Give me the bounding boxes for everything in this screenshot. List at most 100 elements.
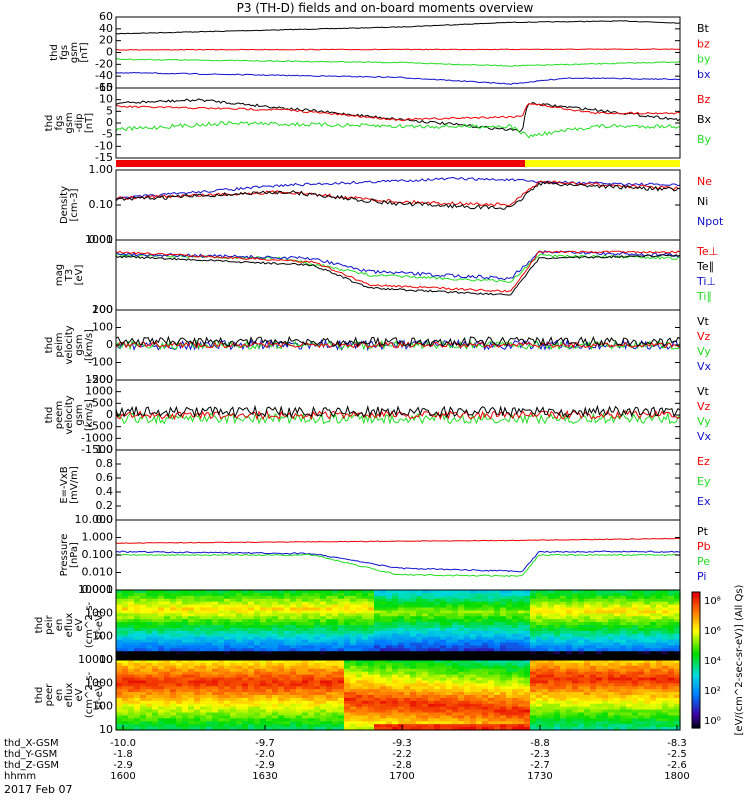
spectrogram-cell (386, 724, 393, 728)
spectrogram-cell (560, 604, 567, 609)
spectrogram-cell (482, 619, 489, 623)
spectrogram-cell (158, 709, 165, 714)
spectrogram-cell (512, 610, 519, 614)
spectrogram-cell (470, 703, 477, 708)
spectrogram-cell (416, 657, 423, 661)
spectrogram-cell (254, 695, 261, 699)
spectrogram-cell (218, 665, 225, 670)
spectrogram-cell (152, 715, 159, 719)
spectrogram-cell (590, 692, 597, 696)
spectrogram-cell (542, 689, 549, 693)
spectrogram-cell (206, 636, 213, 641)
spectrogram-cell (182, 648, 189, 652)
spectrogram-cell (530, 665, 537, 670)
spectrogram-cell (374, 700, 381, 705)
spectrogram-cell (554, 636, 561, 641)
spectrogram-cell (398, 657, 405, 661)
spectrogram-cell (428, 665, 435, 670)
spectrogram-cell (662, 683, 669, 687)
spectrogram-cell (626, 604, 633, 609)
spectrogram-cell (296, 706, 303, 711)
spectrogram-cell (602, 654, 609, 658)
spectrogram-cell (194, 613, 201, 617)
legend-label: Ey (697, 475, 711, 488)
spectrogram-cell (674, 619, 681, 623)
spectrogram-cell (644, 718, 651, 722)
spectrogram-cell (368, 674, 375, 679)
spectrogram-cell (266, 680, 273, 684)
spectrogram-cell (230, 633, 237, 638)
spectrogram-cell (356, 657, 363, 661)
spectrogram-cell (236, 671, 243, 676)
y-axis-label: peim (54, 332, 65, 357)
spectrogram-cell (380, 654, 387, 658)
spectrogram-cell (182, 622, 189, 626)
spectrogram-cell (668, 592, 675, 597)
spectrogram-cell (254, 683, 261, 687)
spectrogram-cell (632, 651, 639, 655)
spectrogram-cell (194, 724, 201, 728)
spectrogram-cell (302, 610, 309, 614)
spectrogram-cell (302, 727, 309, 731)
spectrogram-cell (638, 680, 645, 684)
spectrogram-cell (536, 665, 543, 670)
spectrogram-cell (236, 636, 243, 641)
panel-2-series-1 (115, 103, 681, 122)
spectrogram-cell (176, 613, 183, 617)
spectrogram-cell (284, 592, 291, 597)
spectrogram-cell (278, 607, 285, 612)
spectrogram-cell (632, 622, 639, 626)
spectrogram-cell (500, 695, 507, 699)
spectrogram-cell (512, 642, 519, 647)
spectrogram-cell (314, 604, 321, 609)
spectrogram-cell (602, 724, 609, 728)
spectrogram-cell (536, 706, 543, 711)
spectrogram-cell (302, 625, 309, 629)
spectrogram-cell (344, 607, 351, 612)
spectrogram-cell (248, 604, 255, 609)
spectrogram-cell (662, 692, 669, 696)
spectrogram-cell (488, 680, 495, 684)
spectrogram-cell (236, 610, 243, 614)
spectrogram-cell (218, 724, 225, 728)
spectrogram-cell (242, 654, 249, 658)
spectrogram-cell (458, 595, 465, 600)
spectrogram-cell (254, 616, 261, 620)
spectrogram-cell (464, 709, 471, 714)
spectrogram-cell (518, 697, 525, 702)
spectrogram-cell (128, 683, 135, 687)
spectrogram-cell (620, 642, 627, 647)
spectrogram-cell (596, 598, 603, 603)
tick-label: 500 (92, 396, 113, 409)
spectrogram-cell (230, 613, 237, 617)
spectrogram-cell (236, 721, 243, 725)
spectrogram-cell (368, 721, 375, 725)
spectrogram-cell (386, 604, 393, 609)
spectrogram-cell (644, 686, 651, 690)
spectrogram-cell (662, 665, 669, 670)
spectrogram-cell (116, 715, 123, 719)
spectrogram-cell (278, 706, 285, 711)
spectrogram-cell (254, 689, 261, 693)
spectrogram-cell (590, 607, 597, 612)
spectrogram-cell (518, 662, 525, 667)
spectrogram-cell (320, 598, 327, 603)
spectrogram-cell (638, 721, 645, 725)
spectrogram-cell (638, 686, 645, 690)
spectrogram-cell (536, 692, 543, 696)
spectrogram-cell (278, 721, 285, 725)
spectrogram-cell (602, 636, 609, 641)
spectrogram-cell (416, 630, 423, 635)
spectrogram-cell (254, 724, 261, 728)
spectrogram-cell (308, 709, 315, 714)
spectrogram-cell (500, 689, 507, 693)
spectrogram-cell (608, 619, 615, 623)
spectrogram-cell (560, 590, 567, 594)
spectrogram-cell (356, 715, 363, 719)
spectrogram-cell (572, 633, 579, 638)
spectrogram-cell (374, 727, 381, 731)
spectrogram-cell (584, 633, 591, 638)
spectrogram-cell (602, 700, 609, 705)
spectrogram-cell (392, 689, 399, 693)
spectrogram-cell (626, 674, 633, 679)
